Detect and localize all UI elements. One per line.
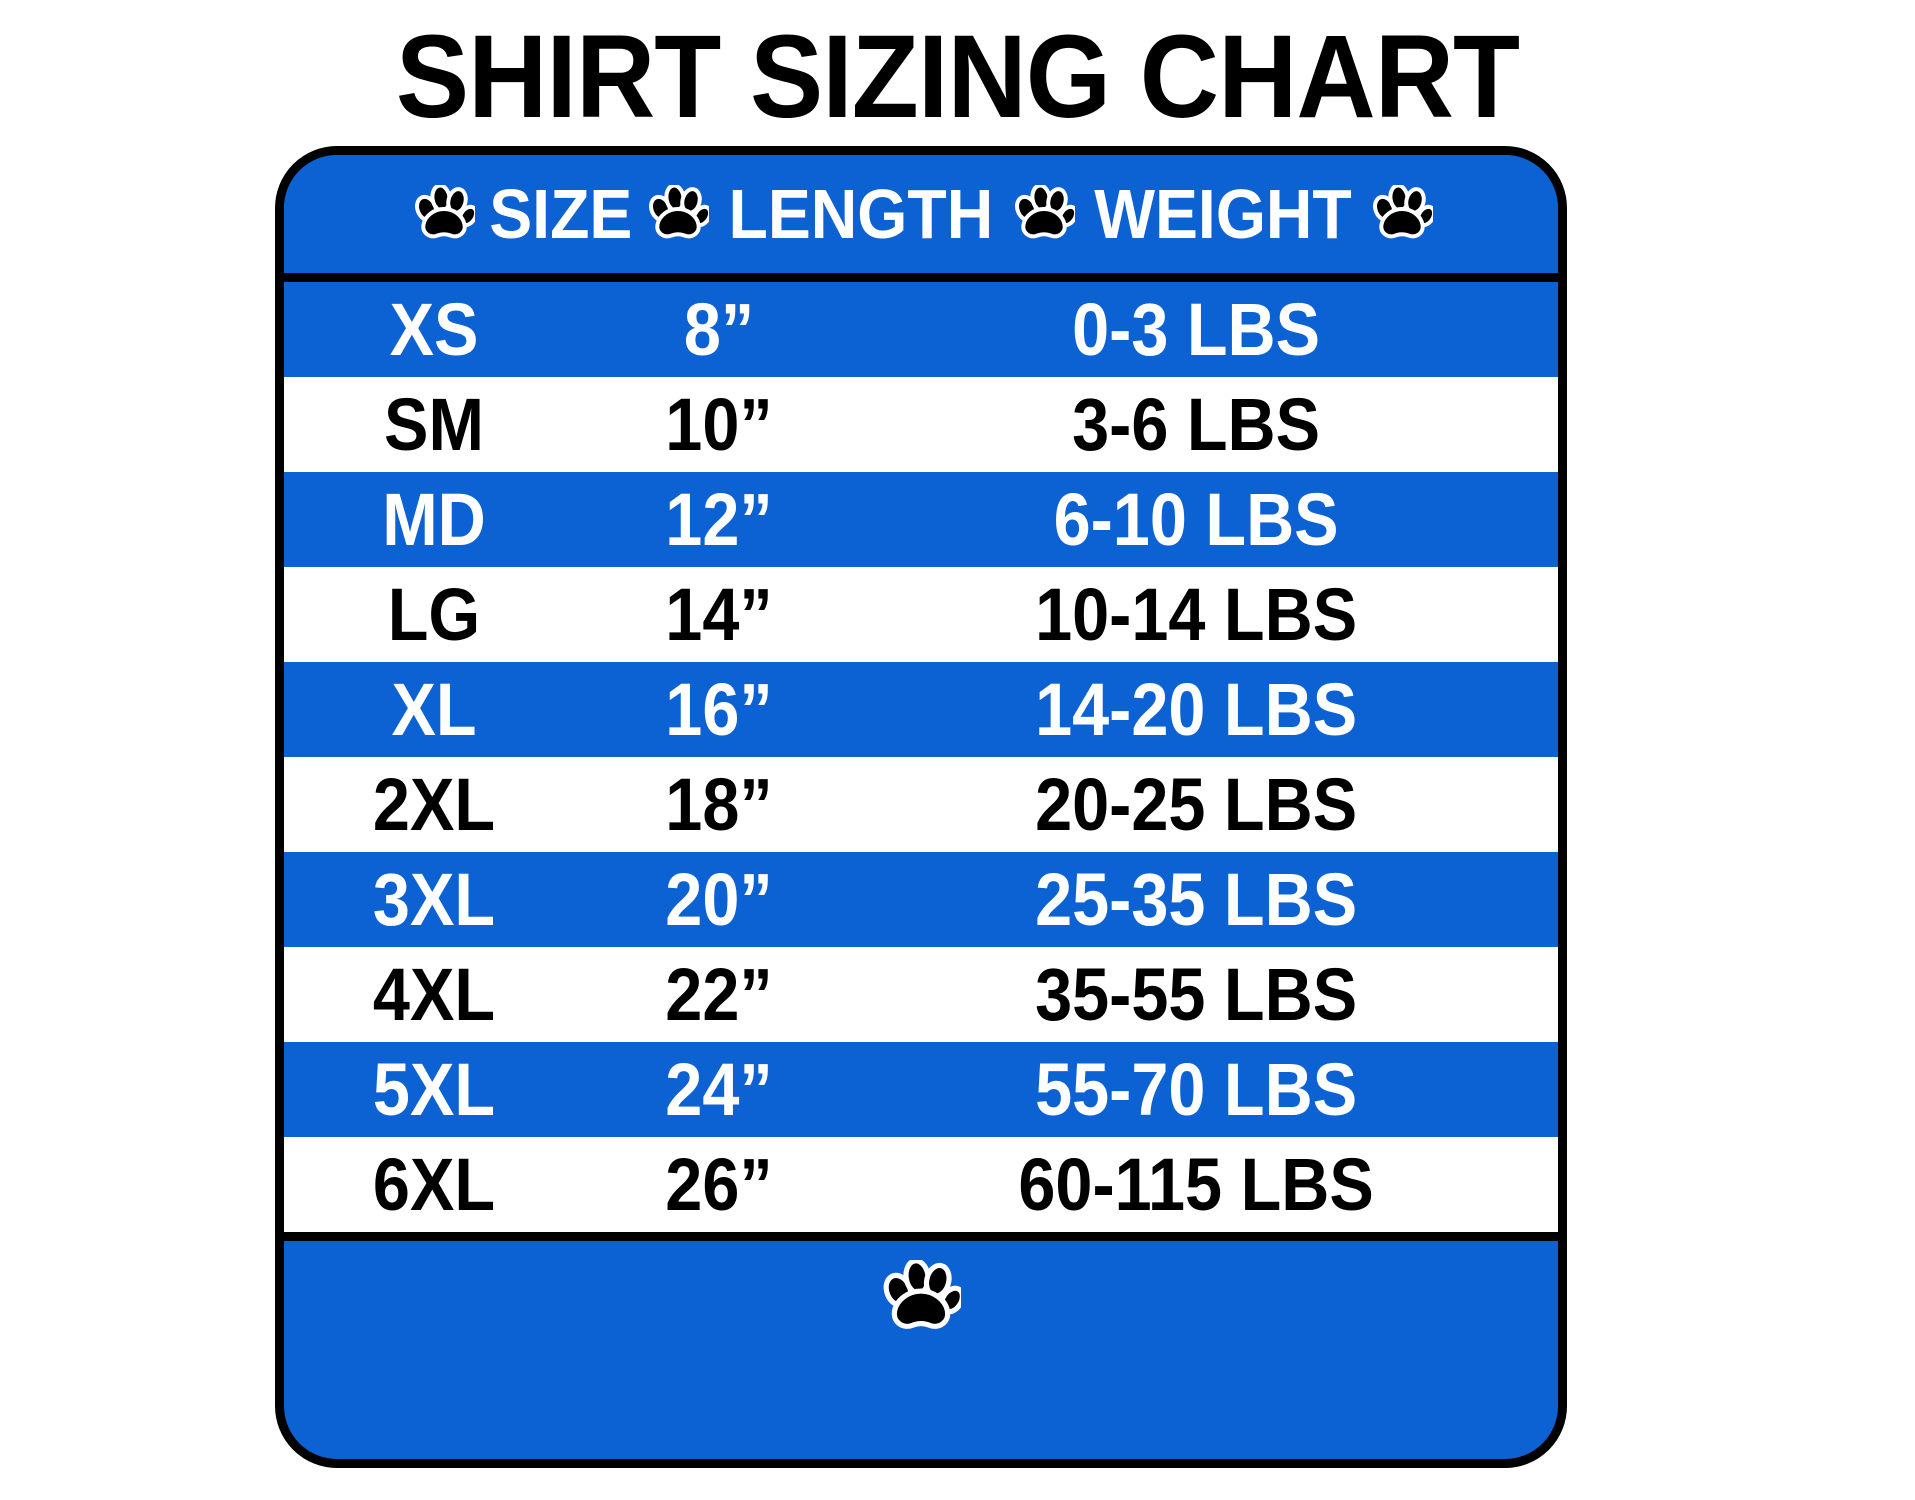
table-row: MD 12” 6-10 LBS bbox=[284, 472, 1558, 567]
cell-weight: 14-20 LBS bbox=[1035, 667, 1358, 751]
paw-print-icon bbox=[405, 185, 483, 243]
table-row: 5XL 24” 55-70 LBS bbox=[284, 1042, 1558, 1137]
cell-size: MD bbox=[382, 477, 486, 561]
cell-length: 10” bbox=[665, 382, 773, 466]
cell-weight: 10-14 LBS bbox=[1035, 572, 1358, 656]
cell-size: 4XL bbox=[372, 952, 496, 1036]
cell-weight: 3-6 LBS bbox=[1072, 382, 1321, 466]
paw-print-icon bbox=[881, 1259, 961, 1335]
cell-length: 24” bbox=[665, 1047, 773, 1131]
cell-length: 12” bbox=[665, 477, 773, 561]
sizing-chart-card: SIZE LENGTH bbox=[275, 146, 1567, 1468]
table-body: XS 8” 0-3 LBS SM 10” 3-6 LBS MD 12” 6-10 LBS LG 14… bbox=[284, 282, 1558, 1232]
table-header-row: SIZE LENGTH bbox=[284, 155, 1558, 273]
cell-length: 16” bbox=[665, 667, 773, 751]
paw-print-icon bbox=[639, 185, 717, 243]
cell-weight: 60-115 LBS bbox=[1018, 1142, 1374, 1226]
table-row: 6XL 26” 60-115 LBS bbox=[284, 1137, 1558, 1232]
cell-size: LG bbox=[387, 572, 481, 656]
header-weight-label: WEIGHT bbox=[1093, 175, 1352, 253]
cell-length: 18” bbox=[665, 762, 773, 846]
cell-size: XL bbox=[391, 667, 477, 751]
table-row: SM 10” 3-6 LBS bbox=[284, 377, 1558, 472]
cell-size: 5XL bbox=[372, 1047, 496, 1131]
cell-weight: 55-70 LBS bbox=[1035, 1047, 1358, 1131]
table-row: 2XL 18” 20-25 LBS bbox=[284, 757, 1558, 852]
paw-print-icon bbox=[1363, 185, 1441, 243]
header-size-label: SIZE bbox=[489, 175, 633, 253]
cell-weight: 6-10 LBS bbox=[1053, 477, 1339, 561]
cell-size: SM bbox=[384, 382, 484, 466]
cell-length: 26” bbox=[665, 1142, 773, 1226]
cell-size: XS bbox=[389, 287, 479, 371]
page-title: SHIRT SIZING CHART bbox=[395, 11, 1520, 143]
cell-weight: 25-35 LBS bbox=[1035, 857, 1358, 941]
cell-length: 20” bbox=[665, 857, 773, 941]
header-length-label: LENGTH bbox=[728, 175, 994, 253]
table-row: 3XL 20” 25-35 LBS bbox=[284, 852, 1558, 947]
footer-divider bbox=[284, 1232, 1558, 1241]
header-divider bbox=[284, 273, 1558, 282]
table-row: XS 8” 0-3 LBS bbox=[284, 282, 1558, 377]
cell-length: 22” bbox=[665, 952, 773, 1036]
cell-weight: 35-55 LBS bbox=[1035, 952, 1358, 1036]
cell-weight: 20-25 LBS bbox=[1035, 762, 1358, 846]
table-row: XL 16” 14-20 LBS bbox=[284, 662, 1558, 757]
cell-length: 14” bbox=[665, 572, 773, 656]
table-footer bbox=[284, 1241, 1558, 1353]
cell-size: 6XL bbox=[372, 1142, 496, 1226]
table-row: LG 14” 10-14 LBS bbox=[284, 567, 1558, 662]
cell-size: 3XL bbox=[372, 857, 496, 941]
cell-weight: 0-3 LBS bbox=[1072, 287, 1321, 371]
cell-length: 8” bbox=[683, 287, 755, 371]
paw-print-icon bbox=[1005, 185, 1083, 243]
table-row: 4XL 22” 35-55 LBS bbox=[284, 947, 1558, 1042]
cell-size: 2XL bbox=[372, 762, 496, 846]
